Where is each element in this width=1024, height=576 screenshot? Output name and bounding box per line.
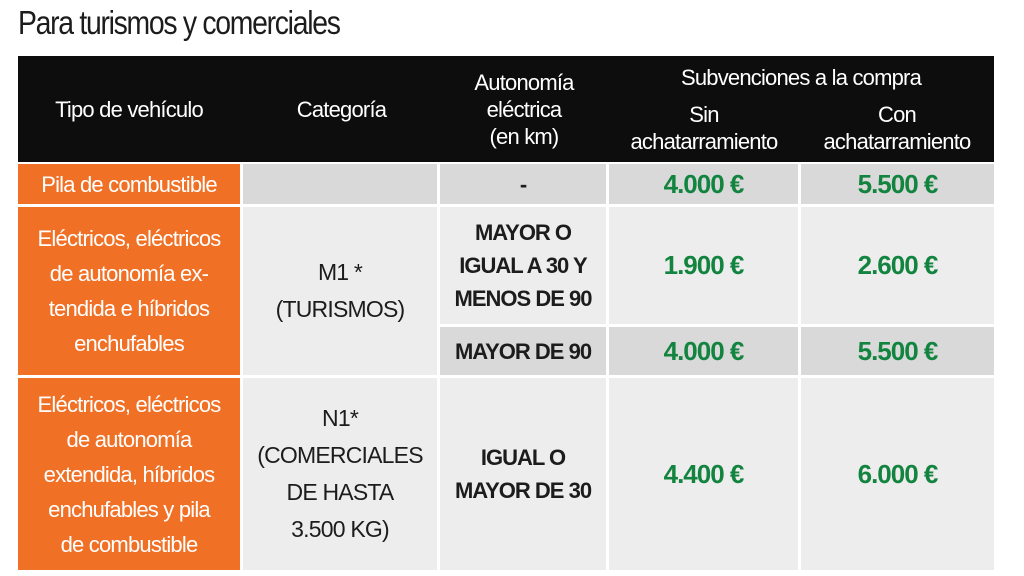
row1-tipo: Pila de combustible xyxy=(18,164,240,204)
row1-categoria xyxy=(243,164,437,204)
row2b-autonomia: MAYOR DE 90 xyxy=(440,327,606,375)
row3-tipo: Eléctricos, eléctricos de autonomía exte… xyxy=(18,378,240,570)
row1-sin: 4.000 € xyxy=(609,164,798,204)
header-sin-achatarramiento: Sin achatarramiento xyxy=(630,102,779,154)
row2b-sin: 4.000 € xyxy=(609,327,798,375)
row2a-sin: 1.900 € xyxy=(609,207,798,324)
row3-categoria: N1* (COMERCIALES DE HASTA 3.500 KG) xyxy=(243,378,437,570)
row2-tipo: Eléctricos, eléctricos de autonomía ex- … xyxy=(18,207,240,375)
row3-con: 6.000 € xyxy=(801,378,994,570)
header-tipo-vehiculo: Tipo de vehículo xyxy=(18,56,240,162)
header-autonomia: Autonomía eléctrica (en km) xyxy=(440,56,608,162)
header-subvenciones-label: Subvenciones a la compra xyxy=(680,64,922,90)
row3-autonomia: IGUAL O MAYOR DE 30 xyxy=(440,378,606,570)
row2-categoria: M1 * (TURISMOS) xyxy=(243,207,437,375)
page-title: Para turismos y comerciales xyxy=(18,4,341,41)
row1-autonomia: - xyxy=(440,164,606,204)
header-con-achatarramiento: Con achatarramiento xyxy=(823,102,972,154)
row2a-con: 2.600 € xyxy=(801,207,994,324)
row2a-autonomia: MAYOR O IGUAL A 30 Y MENOS DE 90 xyxy=(440,207,606,324)
header-subvenciones xyxy=(608,56,994,162)
header-categoria: Categoría xyxy=(243,56,440,162)
row2b-con: 5.500 € xyxy=(801,327,994,375)
row3-sin: 4.400 € xyxy=(609,378,798,570)
row1-con: 5.500 € xyxy=(801,164,994,204)
